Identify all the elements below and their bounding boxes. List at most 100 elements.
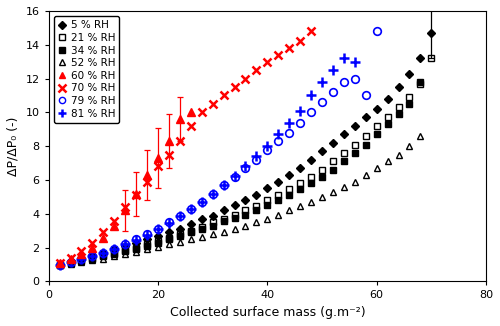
21% RH (188, 229, 194, 233)
34% RH (242, 213, 248, 217)
34% RH (232, 216, 237, 220)
5% RH (352, 124, 358, 128)
79% RH (341, 80, 347, 84)
81% RH (210, 192, 216, 196)
34% RH (78, 259, 84, 263)
5% RH (276, 180, 281, 184)
79% RH (56, 263, 62, 267)
52% RH (330, 190, 336, 194)
34% RH (122, 249, 128, 253)
21% RH (352, 142, 358, 146)
34% RH (286, 193, 292, 197)
70% RH (100, 230, 106, 234)
21% RH (144, 242, 150, 246)
Line: 70% RH: 70% RH (56, 27, 315, 267)
70% RH (276, 53, 281, 57)
52% RH (308, 200, 314, 204)
34% RH (133, 246, 139, 250)
81% RH (90, 254, 96, 258)
5% RH (428, 31, 434, 35)
5% RH (396, 85, 402, 89)
79% RH (122, 242, 128, 246)
34% RH (330, 168, 336, 172)
21% RH (90, 256, 96, 260)
79% RH (220, 183, 226, 187)
79% RH (100, 251, 106, 255)
21% RH (166, 236, 172, 240)
81% RH (198, 200, 204, 204)
Line: 34% RH: 34% RH (56, 79, 424, 268)
81% RH (319, 80, 325, 84)
34% RH (352, 151, 358, 155)
5% RH (374, 107, 380, 111)
79% RH (188, 207, 194, 211)
79% RH (352, 77, 358, 81)
52% RH (264, 217, 270, 221)
81% RH (144, 233, 150, 237)
5% RH (220, 209, 226, 213)
5% RH (232, 203, 237, 207)
34% RH (308, 182, 314, 185)
60% RH (177, 117, 183, 121)
60% RH (100, 236, 106, 240)
5% RH (56, 263, 62, 267)
Line: 81% RH: 81% RH (55, 54, 360, 269)
5% RH (68, 259, 73, 263)
60% RH (56, 261, 62, 265)
Line: 21% RH: 21% RH (56, 55, 434, 268)
52% RH (297, 204, 303, 208)
79% RH (276, 139, 281, 143)
70% RH (133, 193, 139, 197)
52% RH (78, 260, 84, 264)
70% RH (297, 39, 303, 43)
70% RH (198, 111, 204, 114)
79% RH (177, 214, 183, 217)
79% RH (264, 148, 270, 152)
21% RH (308, 175, 314, 179)
52% RH (100, 257, 106, 260)
79% RH (362, 94, 368, 97)
5% RH (319, 149, 325, 153)
79% RH (90, 254, 96, 258)
70% RH (122, 205, 128, 209)
34% RH (188, 230, 194, 234)
21% RH (374, 124, 380, 128)
81% RH (232, 174, 237, 178)
79% RH (166, 220, 172, 224)
52% RH (352, 180, 358, 184)
52% RH (210, 232, 216, 236)
21% RH (254, 204, 260, 208)
21% RH (330, 159, 336, 163)
81% RH (264, 144, 270, 148)
79% RH (319, 100, 325, 104)
21% RH (384, 115, 390, 119)
34% RH (254, 209, 260, 213)
34% RH (396, 112, 402, 116)
34% RH (198, 227, 204, 231)
70% RH (242, 77, 248, 81)
81% RH (68, 260, 73, 264)
60% RH (133, 192, 139, 196)
52% RH (133, 250, 139, 254)
34% RH (362, 142, 368, 146)
21% RH (319, 168, 325, 172)
34% RH (297, 187, 303, 191)
52% RH (286, 209, 292, 213)
21% RH (78, 259, 84, 262)
70% RH (286, 46, 292, 50)
81% RH (330, 68, 336, 72)
70% RH (78, 249, 84, 253)
81% RH (352, 60, 358, 64)
Y-axis label: ΔP/ΔP₀ (-): ΔP/ΔP₀ (-) (7, 116, 20, 176)
Line: 52% RH: 52% RH (56, 133, 424, 268)
Line: 79% RH: 79% RH (56, 27, 380, 268)
21% RH (198, 225, 204, 229)
70% RH (232, 85, 237, 89)
5% RH (362, 115, 368, 119)
52% RH (232, 227, 237, 231)
60% RH (90, 246, 96, 250)
81% RH (276, 132, 281, 136)
21% RH (297, 182, 303, 185)
5% RH (254, 193, 260, 197)
79% RH (254, 158, 260, 162)
